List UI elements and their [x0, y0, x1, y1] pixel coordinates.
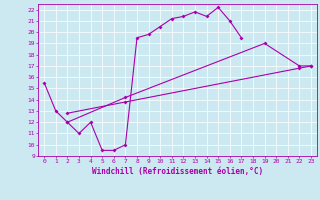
X-axis label: Windchill (Refroidissement éolien,°C): Windchill (Refroidissement éolien,°C) — [92, 167, 263, 176]
